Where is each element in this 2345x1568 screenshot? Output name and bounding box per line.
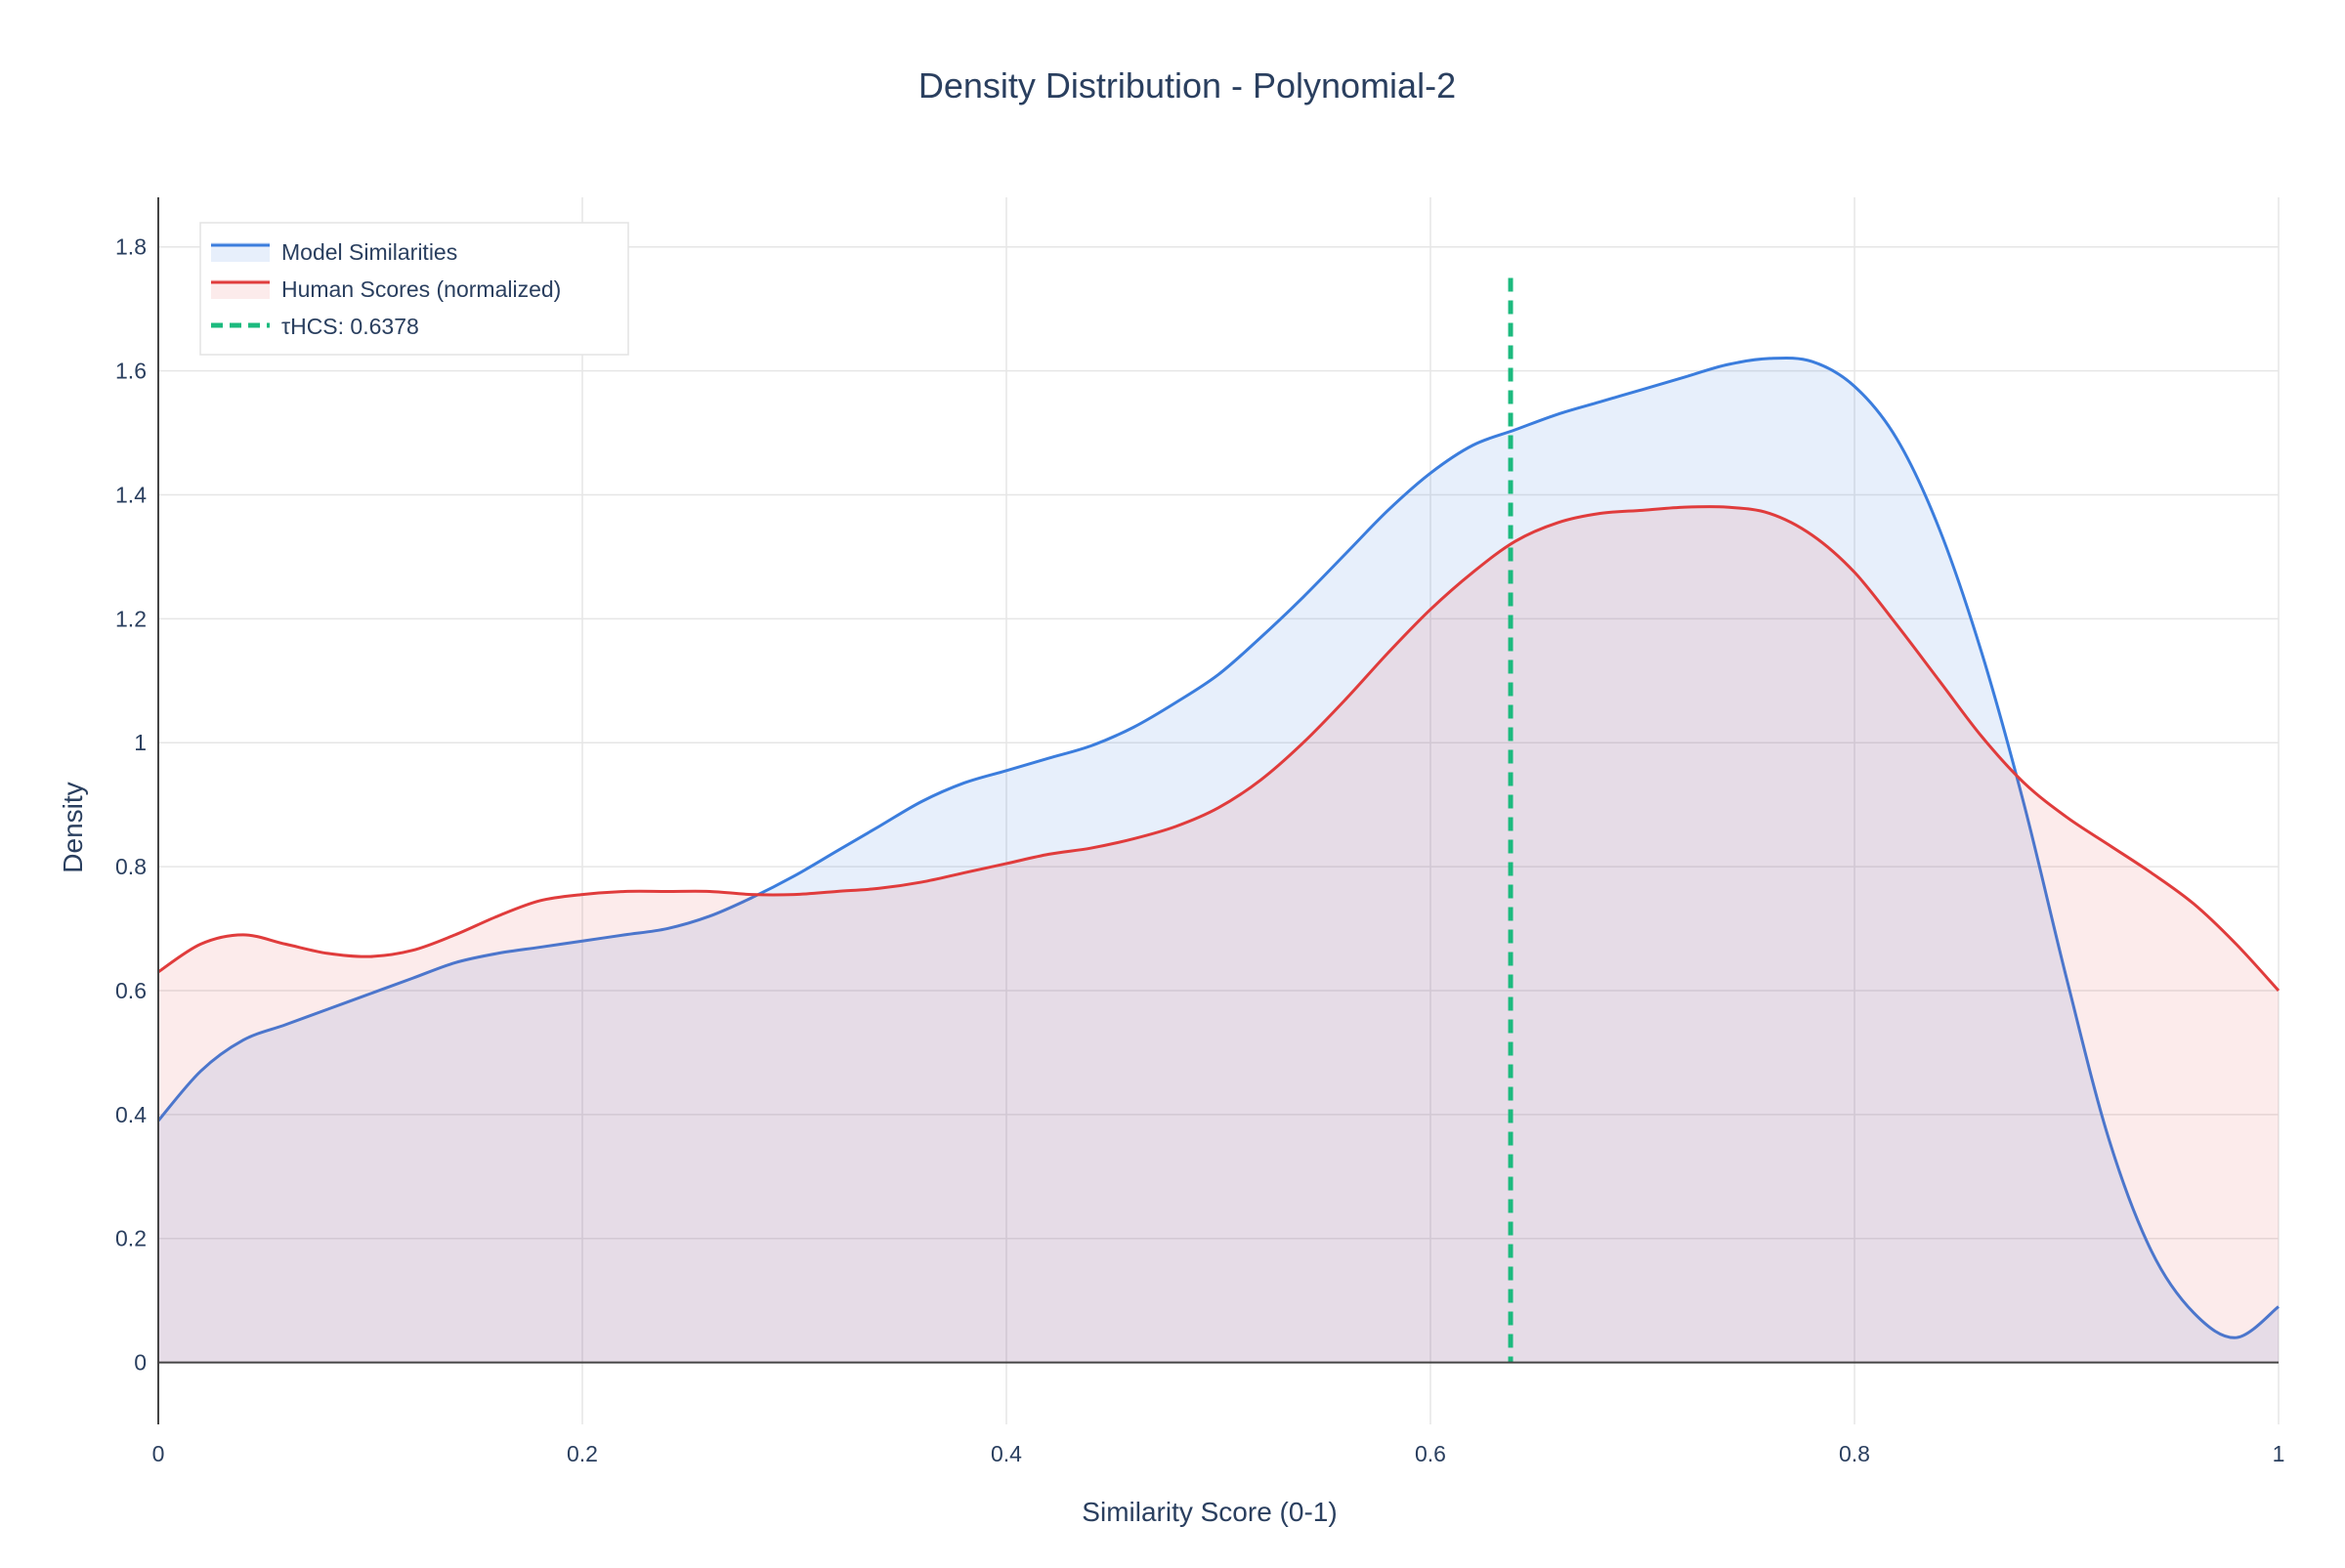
y-axis-title: Density	[58, 782, 88, 872]
y-tick-label: 1.4	[115, 482, 147, 507]
legend-label-human-scores: Human Scores (normalized)	[281, 276, 561, 302]
x-tick-label: 1	[2273, 1441, 2285, 1466]
x-tick-label: 0.4	[991, 1441, 1022, 1466]
y-tick-label: 0.2	[115, 1226, 147, 1251]
model-similarities-area	[158, 358, 2279, 1363]
legend-label-model-similarities: Model Similarities	[281, 239, 457, 265]
legend-label-threshold: τHCS: 0.6378	[281, 314, 419, 339]
y-tick-label: 0.8	[115, 854, 147, 879]
legend[interactable]: Model Similarities Human Scores (normali…	[199, 222, 629, 356]
gridlines	[158, 197, 2280, 1424]
human-scores-normalized-line	[157, 505, 2281, 992]
tick-labels: 0 0.2 0.4 0.6 0.8 1 0 0.2 0.4 0.6 0.8 1 1.2 1.4 1.6 1.8	[115, 234, 2284, 1466]
legend-item-human-scores[interactable]: Human Scores (normalized)	[211, 276, 561, 302]
legend-box	[199, 222, 629, 356]
legend-item-threshold[interactable]: τHCS: 0.6378	[211, 314, 419, 339]
x-tick-label: 0.6	[1415, 1441, 1446, 1466]
x-tick-label: 0.8	[1839, 1441, 1870, 1466]
chart-title: Density Distribution - Polynomial-2	[918, 65, 1456, 106]
y-tick-label: 1.8	[115, 234, 147, 260]
y-tick-label: 1.2	[115, 606, 147, 631]
model-similarities-line	[156, 356, 2280, 1339]
x-tick-label: 0	[152, 1441, 165, 1466]
y-tick-label: 1.6	[115, 359, 147, 384]
legend-swatch-model-fill	[211, 242, 270, 262]
y-tick-label: 1	[134, 730, 147, 755]
y-tick-label: 0.4	[115, 1102, 147, 1127]
y-tick-label: 0	[134, 1350, 147, 1376]
legend-swatch-human-fill	[211, 279, 270, 299]
y-tick-label: 0.6	[115, 978, 147, 1003]
x-tick-label: 0.2	[567, 1441, 598, 1466]
legend-item-model-similarities[interactable]: Model Similarities	[211, 239, 457, 265]
axes	[157, 197, 2279, 1424]
x-axis-title: Similarity Score (0-1)	[1082, 1497, 1337, 1527]
series-layer	[156, 277, 2281, 1363]
human-scores-normalized-area	[158, 506, 2279, 1363]
